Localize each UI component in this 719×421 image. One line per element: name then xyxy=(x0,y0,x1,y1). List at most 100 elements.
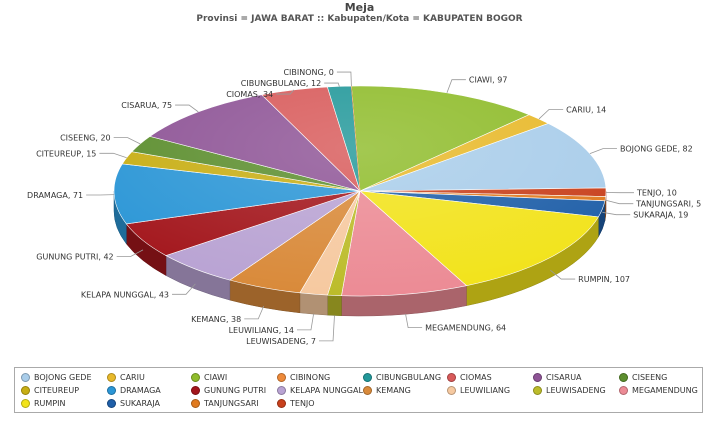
legend-swatch xyxy=(533,372,542,382)
legend-label: LEUWILIANG xyxy=(460,385,511,395)
legend-item-tanjungsari[interactable]: TANJUNGSARI xyxy=(191,397,259,409)
chart-title: Meja xyxy=(344,1,375,14)
legend-item-gunung-putri[interactable]: GUNUNG PUTRI xyxy=(191,384,266,396)
legend-swatch xyxy=(191,372,200,382)
legend-item-megamendung[interactable]: MEGAMENDUNG xyxy=(619,384,698,396)
legend-item-sukaraja[interactable]: SUKARAJA xyxy=(107,397,160,409)
data-label-kemang: KEMANG, 38 xyxy=(191,315,241,324)
data-label-leuwisadeng: LEUWISADENG, 7 xyxy=(246,337,316,346)
leader-line-ciawi xyxy=(446,79,466,93)
leader-line-kelapa-nunggal xyxy=(172,283,196,295)
leader-line-bojong-gede xyxy=(589,148,617,155)
leader-line-cibinong xyxy=(336,71,352,87)
leader-line-ciomas xyxy=(276,89,295,95)
leader-line-sukaraja xyxy=(602,211,631,216)
legend-label: KELAPA NUNGGAL xyxy=(290,385,363,395)
leader-line-cibungbulang xyxy=(324,82,340,87)
pie-chart: CIAWI, 97 CARIU, 14 BOJONG GEDE, 82 TENJO, … xyxy=(27,68,701,346)
data-label-sukaraja: SUKARAJA, 19 xyxy=(633,211,688,220)
legend-item-cibinong[interactable]: CIBINONG xyxy=(277,371,330,383)
data-label-ciomas: CIOMAS, 34 xyxy=(226,90,273,99)
legend-item-dramaga[interactable]: DRAMAGA xyxy=(107,384,161,396)
legend-swatch xyxy=(447,385,456,395)
legend-label: CITEUREUP xyxy=(34,385,80,395)
legend-label: BOJONG GEDE xyxy=(34,372,92,382)
legend-item-citeureup[interactable]: CITEUREUP xyxy=(21,384,79,396)
legend-swatch xyxy=(277,398,286,408)
data-label-cisarua: CISARUA, 75 xyxy=(121,101,172,110)
legend-label: LEUWISADENG xyxy=(546,385,606,395)
leader-line-ciseeng xyxy=(113,137,141,145)
chart-subtitle: Provinsi = JAWA BARAT :: Kabupaten/Kota … xyxy=(196,14,523,24)
legend-item-ciseeng[interactable]: CISEENG xyxy=(619,371,667,383)
legend-item-leuwiliang[interactable]: LEUWILIANG xyxy=(447,384,510,396)
legend-swatch xyxy=(619,385,628,395)
data-label-gunung-putri: GUNUNG PUTRI, 42 xyxy=(36,252,113,261)
legend-swatch xyxy=(21,385,30,395)
data-label-dramaga: DRAMAGA, 71 xyxy=(27,191,83,200)
legend-label: CIAWI xyxy=(204,372,228,382)
legend-swatch xyxy=(447,372,456,382)
pie-side-leuwiliang xyxy=(299,292,328,316)
leader-line-citeureup xyxy=(99,152,127,159)
legend-swatch xyxy=(619,372,628,382)
legend-label: GUNUNG PUTRI xyxy=(204,385,267,395)
legend-label: CIBINONG xyxy=(290,372,331,382)
legend-item-ciomas[interactable]: CIOMAS xyxy=(447,371,492,383)
legend-swatch xyxy=(21,398,30,408)
legend-item-leuwisadeng[interactable]: LEUWISADENG xyxy=(533,384,606,396)
legend: BOJONG GEDE CARIU CIAWI CIBINONG CIBUNGBULAN… xyxy=(14,367,703,413)
legend-swatch xyxy=(107,385,116,395)
data-label-ciseeng: CISEENG, 20 xyxy=(60,134,111,143)
legend-item-bojong-gede[interactable]: BOJONG GEDE xyxy=(21,371,92,383)
legend-swatch xyxy=(363,385,372,395)
legend-label: CISARUA xyxy=(546,372,582,382)
data-label-bojong-gede: BOJONG GEDE, 82 xyxy=(620,145,693,154)
legend-label: RUMPIN xyxy=(34,398,66,408)
data-label-megamendung: MEGAMENDUNG, 64 xyxy=(425,324,506,333)
legend-swatch xyxy=(191,385,200,395)
legend-label: MEGAMENDUNG xyxy=(632,385,698,395)
legend-swatch xyxy=(363,372,372,382)
leader-line-kemang xyxy=(244,305,265,320)
legend-swatch xyxy=(277,385,286,395)
legend-label: CISEENG xyxy=(632,372,668,382)
legend-item-cisarua[interactable]: CISARUA xyxy=(533,371,582,383)
legend-label: KEMANG xyxy=(376,385,411,395)
legend-label: CARIU xyxy=(120,372,145,382)
leader-line-cisarua xyxy=(175,104,199,113)
pie-side-leuwisadeng xyxy=(327,294,342,316)
legend-swatch xyxy=(107,398,116,408)
data-label-tanjungsari: TANJUNGSARI, 5 xyxy=(635,200,701,209)
legend-label: DRAMAGA xyxy=(120,385,161,395)
leader-line-megamendung xyxy=(405,313,423,328)
legend-item-tenjo[interactable]: TENJO xyxy=(277,397,315,409)
legend-swatch xyxy=(191,398,200,408)
legend-swatch xyxy=(277,372,286,382)
legend-item-cariu[interactable]: CARIU xyxy=(107,371,145,383)
legend-swatch xyxy=(107,372,116,382)
data-label-leuwiliang: LEUWILIANG, 14 xyxy=(229,326,294,335)
pie-labels: CIAWI, 97 CARIU, 14 BOJONG GEDE, 82 TENJO, … xyxy=(27,68,701,346)
legend-swatch xyxy=(21,372,30,382)
data-label-cibungbulang: CIBUNGBULANG, 12 xyxy=(241,79,321,88)
legend-item-rumpin[interactable]: RUMPIN xyxy=(21,397,65,409)
data-label-citeureup: CITEUREUP, 15 xyxy=(36,149,96,158)
leader-line-leuwiliang xyxy=(296,313,315,331)
legend-item-cibungbulang[interactable]: CIBUNGBULANG xyxy=(363,371,441,383)
data-label-cariu: CARIU, 14 xyxy=(566,105,606,114)
legend-item-ciawi[interactable]: CIAWI xyxy=(191,371,227,383)
leader-line-leuwisadeng xyxy=(319,315,335,342)
legend-item-kemang[interactable]: KEMANG xyxy=(363,384,411,396)
data-label-cibinong: CIBINONG, 0 xyxy=(283,68,333,77)
data-label-kelapa-nunggal: KELAPA NUNGGAL, 43 xyxy=(81,290,169,299)
legend-item-kelapa-nunggal[interactable]: KELAPA NUNGGAL xyxy=(277,384,363,396)
legend-label: CIBUNGBULANG xyxy=(376,372,442,382)
leader-line-gunung-putri xyxy=(116,249,144,257)
legend-label: CIOMAS xyxy=(460,372,492,382)
pie-top-layer xyxy=(113,85,607,297)
legend-label: SUKARAJA xyxy=(120,398,160,408)
leader-line-rumpin xyxy=(550,269,576,280)
leader-line-cariu xyxy=(538,108,564,120)
data-label-tenjo: TENJO, 10 xyxy=(636,189,677,198)
